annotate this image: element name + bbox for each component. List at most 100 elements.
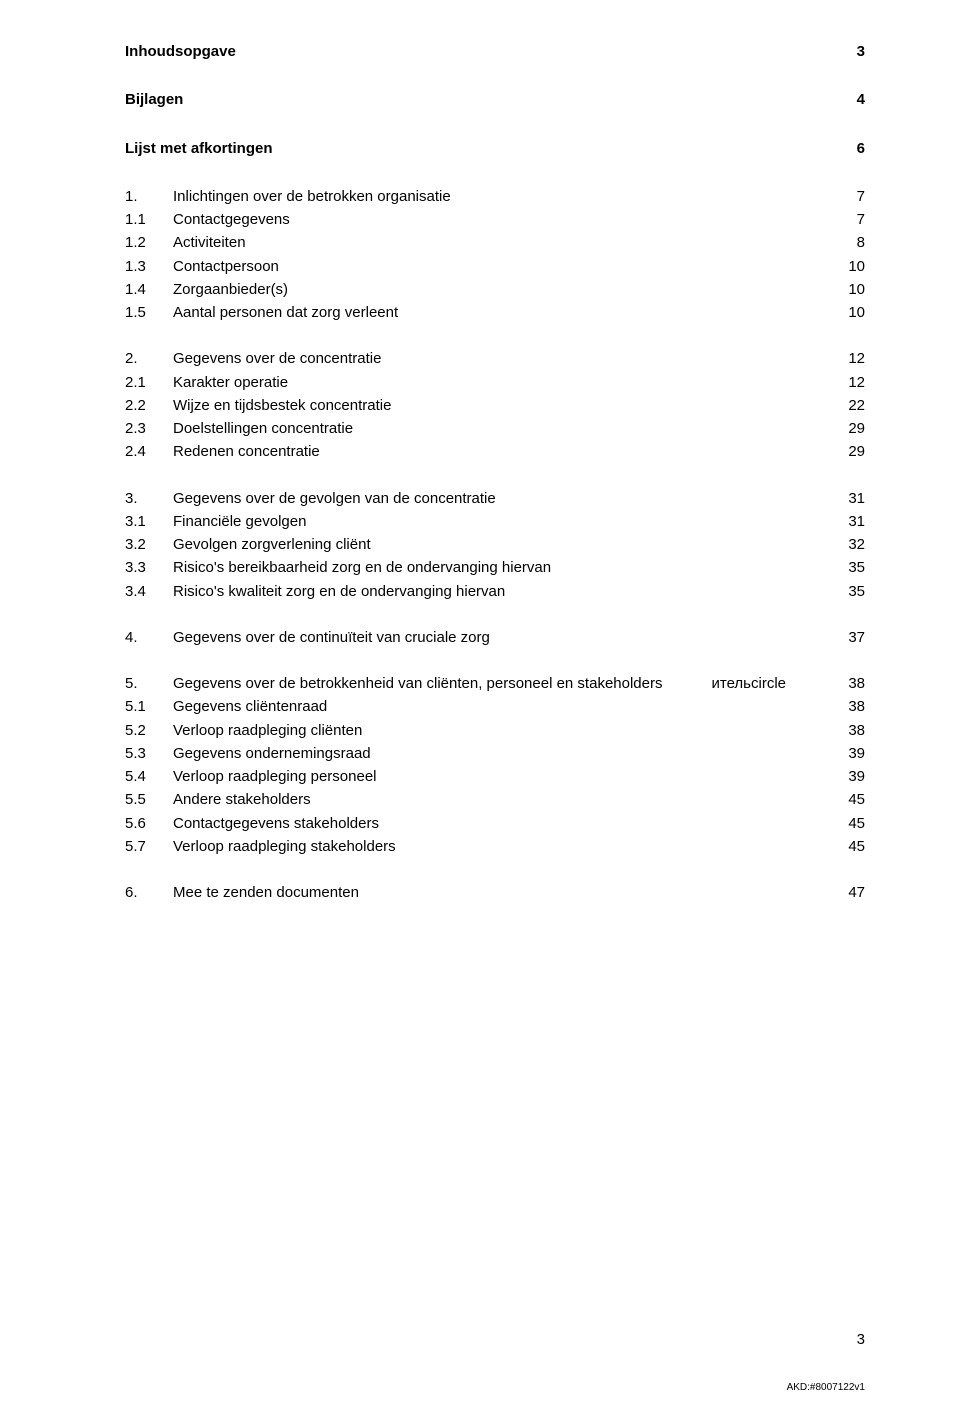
toc-item-page: 8 [835,231,865,254]
toc-item-number: 3.4 [125,580,173,603]
toc-item-label: Zorgaanbieder(s) [173,278,288,301]
toc-item-page: 29 [835,440,865,463]
toc-section-heading: 6. Mee te zenden documenten 47 [125,881,865,904]
toc-item: 1.4Zorgaanbieder(s) 10 [125,278,865,301]
toc-item: 1.5Aantal personen dat zorg verleent 10 [125,301,865,324]
toc-item-page: 10 [835,301,865,324]
toc-item: 5.4Verloop raadpleging personeel 39 [125,765,865,788]
toc-item-page: 39 [835,742,865,765]
toc-heading: Lijst met afkortingen 6 [125,137,865,160]
toc-section-label: Gegevens over de betrokkenheid van cliën… [173,672,663,695]
toc-item: 3.3Risico's bereikbaarheid zorg en de on… [125,556,865,579]
toc-item: 2.1Karakter operatie12 [125,371,865,394]
toc-item-label: Gegevens cliëntenraad [173,695,327,718]
toc-item-label: Contactpersoon [173,255,279,278]
toc-item-page: 7 [835,208,865,231]
toc-item: 3.1Financiële gevolgen 31 [125,510,865,533]
toc-section-page: 38 [835,672,865,695]
toc-heading-label: Inhoudsopgave [125,40,236,63]
toc-item-label: Gevolgen zorgverlening cliënt [173,533,371,556]
toc-item: 2.4Redenen concentratie 29 [125,440,865,463]
toc-section-page: 12 [835,347,865,370]
toc-section-label: Gegevens over de concentratie [173,347,381,370]
toc-section-label: Mee te zenden documenten [173,881,359,904]
toc-item-number: 5.6 [125,812,173,835]
toc-item-label: Verloop raadpleging stakeholders [173,835,396,858]
toc-item-page: 29 [835,417,865,440]
document-page: Inhoudsopgave 3 Bijlagen 4 Lijst met afk… [0,0,960,1423]
toc-heading-page: 6 [835,137,865,160]
toc-item: 1.1Contactgegevens7 [125,208,865,231]
toc-item: 5.1Gegevens cliëntenraad38 [125,695,865,718]
toc-item-page: 10 [835,278,865,301]
toc-heading-label: Lijst met afkortingen [125,137,273,160]
toc-section-heading: 4. Gegevens over de continuïteit van cru… [125,626,865,649]
toc-section-label: Gegevens over de continuïteit van crucia… [173,626,490,649]
toc-item-number: 2.3 [125,417,173,440]
page-number: 3 [857,1331,865,1348]
toc-item-label: Contactgegevens [173,208,290,231]
toc-item-number: 3.2 [125,533,173,556]
toc-item: 5.5Andere stakeholders45 [125,788,865,811]
toc-item-label: Activiteiten [173,231,246,254]
toc-heading: Bijlagen 4 [125,88,865,111]
toc-item-page: 31 [835,510,865,533]
toc-section-heading: 5. Gegevens over de betrokkenheid van cl… [125,672,865,695]
toc-item-number: 2.4 [125,440,173,463]
toc-item: 3.2Gevolgen zorgverlening cliënt 32 [125,533,865,556]
toc-section-page: 7 [835,185,865,208]
toc-item-number: 5.3 [125,742,173,765]
toc-item-label: Contactgegevens stakeholders [173,812,379,835]
toc-section-number: 6. [125,881,173,904]
toc-item-number: 3.1 [125,510,173,533]
toc-item: 5.2Verloop raadpleging cliënten 38 [125,719,865,742]
toc-item-page: 45 [835,812,865,835]
toc-item-number: 1.2 [125,231,173,254]
toc-heading: Inhoudsopgave 3 [125,40,865,63]
toc-item-label: Verloop raadpleging cliënten [173,719,362,742]
toc-item-page: 35 [835,580,865,603]
toc-item-page: 38 [835,719,865,742]
toc-section-page: 47 [835,881,865,904]
toc-item-number: 5.4 [125,765,173,788]
toc-item-number: 1.5 [125,301,173,324]
toc-item-label: Wijze en tijdsbestek concentratie [173,394,391,417]
toc-item-number: 5.7 [125,835,173,858]
toc-item: 5.3Gegevens ondernemingsraad 39 [125,742,865,765]
toc-item-label: Aantal personen dat zorg verleent [173,301,398,324]
toc-section-number: 2. [125,347,173,370]
toc-item-label: Doelstellingen concentratie [173,417,353,440]
toc-item-label: Risico's bereikbaarheid zorg en de onder… [173,556,551,579]
toc-section-number: 3. [125,487,173,510]
toc-item: 1.3Contactpersoon 10 [125,255,865,278]
toc-item-number: 2.2 [125,394,173,417]
toc-item-label: Financiële gevolgen [173,510,306,533]
toc-section-page: 37 [835,626,865,649]
toc-section-label: Inlichtingen over de betrokken organisat… [173,185,451,208]
toc-section-number: 5. [125,672,173,695]
toc-item-number: 5.1 [125,695,173,718]
toc-section-label: Gegevens over de gevolgen van de concent… [173,487,496,510]
toc-item-number: 3.3 [125,556,173,579]
toc-item-page: 39 [835,765,865,788]
toc-item-label: Verloop raadpleging personeel [173,765,377,788]
toc-item-label: Risico's kwaliteit zorg en de ondervangi… [173,580,505,603]
toc-section-heading: 3. Gegevens over de gevolgen van de conc… [125,487,865,510]
toc-item-number: 2.1 [125,371,173,394]
toc-item-number: 5.2 [125,719,173,742]
toc-item-page: 35 [835,556,865,579]
toc-item-label: Redenen concentratie [173,440,320,463]
toc-item-page: 32 [835,533,865,556]
toc-item-label: Karakter operatie [173,371,288,394]
toc-item-number: 1.4 [125,278,173,301]
toc-item-page: 10 [835,255,865,278]
toc-item-number: 1.3 [125,255,173,278]
toc-item-label: Gegevens ondernemingsraad [173,742,371,765]
toc-item: 2.3Doelstellingen concentratie 29 [125,417,865,440]
toc-heading-label: Bijlagen [125,88,183,111]
toc-section-heading: 2. Gegevens over de concentratie 12 [125,347,865,370]
toc-item: 1.2Activiteiten 8 [125,231,865,254]
toc-item-page: 45 [835,788,865,811]
toc-section-number: 4. [125,626,173,649]
toc-heading-page: 3 [835,40,865,63]
